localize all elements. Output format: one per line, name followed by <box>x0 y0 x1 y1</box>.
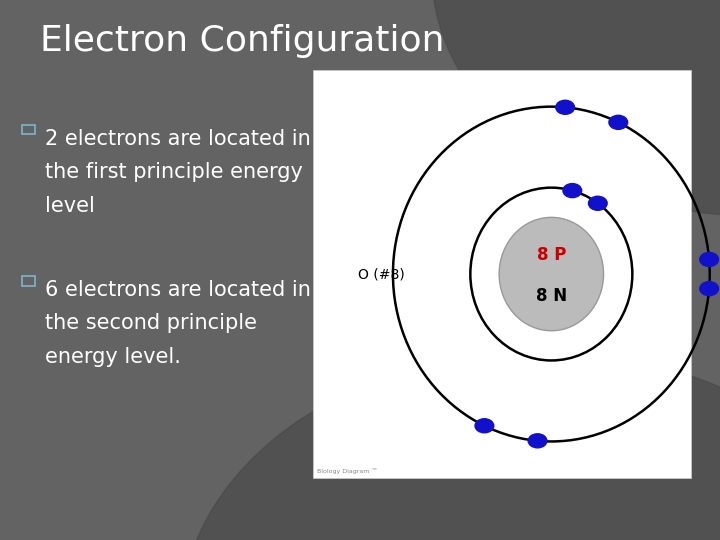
Text: energy level.: energy level. <box>45 347 181 367</box>
Circle shape <box>700 252 719 266</box>
Circle shape <box>588 196 607 210</box>
Circle shape <box>563 184 582 198</box>
Text: 8 P: 8 P <box>536 246 566 264</box>
Text: O (#8): O (#8) <box>358 267 405 281</box>
Circle shape <box>475 418 494 433</box>
Circle shape <box>700 282 719 296</box>
Text: the first principle energy: the first principle energy <box>45 162 302 182</box>
Circle shape <box>609 116 628 130</box>
Text: 2 electrons are located in: 2 electrons are located in <box>45 129 310 148</box>
Polygon shape <box>432 0 720 216</box>
Text: level: level <box>45 195 94 215</box>
Circle shape <box>556 100 575 114</box>
Text: 8 N: 8 N <box>536 287 567 305</box>
Text: 6 electrons are located in: 6 electrons are located in <box>45 280 310 300</box>
Circle shape <box>528 434 547 448</box>
FancyBboxPatch shape <box>313 70 691 478</box>
Text: Electron Configuration: Electron Configuration <box>40 24 444 58</box>
Ellipse shape <box>499 217 603 330</box>
Polygon shape <box>180 351 720 540</box>
Text: the second principle: the second principle <box>45 313 256 333</box>
Text: Biology Diagram ™: Biology Diagram ™ <box>317 468 377 474</box>
